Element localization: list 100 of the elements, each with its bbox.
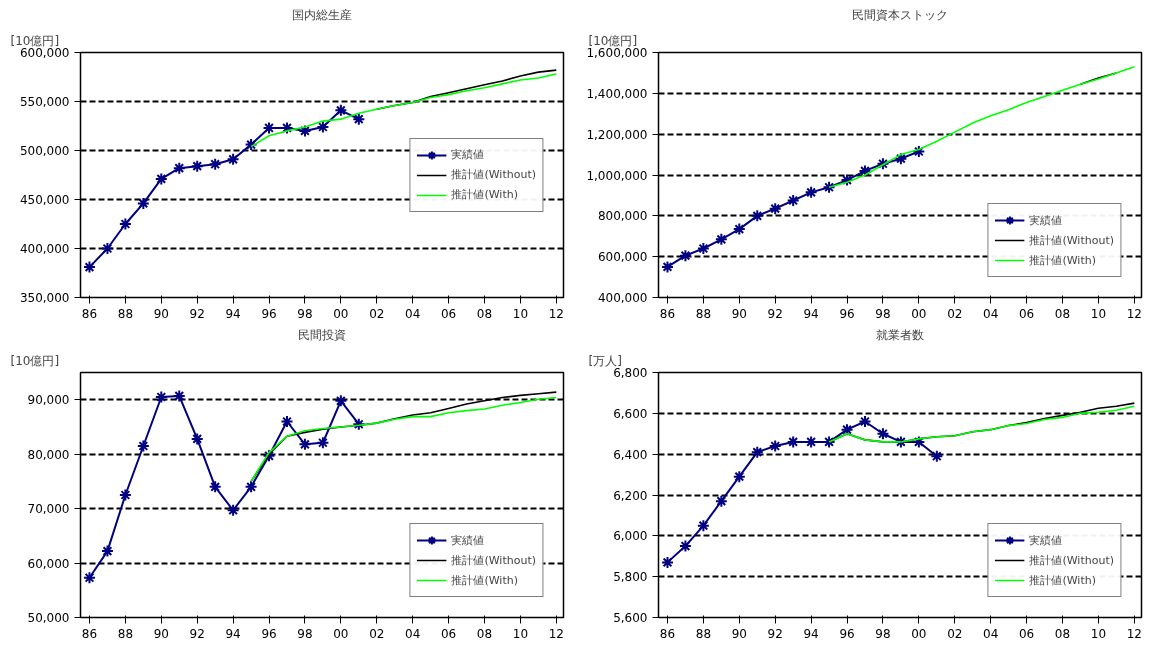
legend-label: 実績値 [1029,532,1063,548]
y-tick-label: 50,000 [27,611,70,625]
y-tick-label: 6,800 [613,366,648,380]
x-tick-label: 88 [695,306,712,321]
y-tick-label: 1,000,000 [586,168,648,183]
x-tick-label: 00 [911,306,927,321]
x-tick-label: 08 [476,306,493,321]
y-tick-label: 800,000 [597,209,648,224]
x-tick-label: 12 [1126,306,1142,321]
y-tick-label: 600,000 [19,46,70,60]
legend-label: 推計値(Without) [1029,552,1114,568]
x-tick-label: 04 [983,626,999,641]
x-tick-label: 94 [803,306,819,321]
x-tick-label: 92 [189,306,205,321]
y-tick-label: 550,000 [19,95,70,109]
x-tick-label: 98 [875,626,891,641]
x-tick-label: 86 [659,306,676,321]
y-tick-label: 90,000 [27,393,70,408]
x-tick-label: 90 [153,306,169,321]
legend-label: 推計値(Without) [1029,232,1114,248]
y-tick-label: 6,600 [613,406,648,421]
y-tick-label: 600,000 [597,250,648,265]
legend-label: 推計値(With) [451,187,518,202]
x-tick-label: 88 [695,626,712,641]
x-tick-label: 88 [117,626,134,641]
x-tick-label: 90 [731,306,747,321]
y-tick-label: 5,600 [613,611,648,625]
legend-label: 推計値(With) [451,572,518,588]
chart-title: 民間投資 [298,327,346,342]
x-tick-label: 06 [440,306,457,321]
legend-label: 推計値(With) [1029,252,1096,268]
y-tick-label: 450,000 [19,193,70,207]
x-tick-label: 02 [947,306,963,321]
x-tick-label: 88 [117,306,134,321]
x-tick-label: 98 [297,306,313,321]
x-tick-label: 92 [189,626,205,641]
legend-label: 推計値(Without) [451,552,536,568]
x-tick-label: 00 [911,626,927,641]
y-tick-label: 400,000 [597,291,648,305]
y-tick-label: 5,800 [613,570,648,585]
y-tick-label: 6,400 [613,447,648,462]
x-tick-label: 04 [405,306,421,321]
legend-label: 推計値(Without) [451,167,536,182]
x-tick-label: 12 [548,306,564,321]
x-tick-label: 86 [81,626,98,641]
x-tick-label: 04 [405,626,421,641]
y-tick-label: 6,200 [613,488,648,503]
x-tick-label: 96 [839,306,855,321]
x-tick-label: 00 [333,306,349,321]
x-tick-label: 86 [81,306,98,321]
x-tick-label: 10 [1090,306,1107,321]
y-tick-label: 6,000 [613,529,648,544]
y-axis-title: [10億円] [10,353,60,368]
x-tick-label: 98 [297,626,313,641]
x-tick-label: 10 [1090,626,1107,641]
x-tick-label: 94 [225,306,241,321]
x-tick-label: 08 [476,626,493,641]
y-axis-title: [10億円] [10,33,60,48]
x-tick-label: 04 [983,306,999,321]
x-tick-label: 06 [440,626,457,641]
legend-label: 実績値 [451,147,485,162]
x-tick-label: 92 [767,306,783,321]
chart-title: 就業者数 [876,327,924,342]
x-tick-label: 08 [1054,306,1071,321]
x-tick-label: 90 [731,626,747,641]
legend-label: 推計値(With) [1029,572,1096,588]
legend-label: 実績値 [451,532,485,548]
x-tick-label: 06 [1018,306,1035,321]
x-tick-label: 10 [512,626,529,641]
x-tick-label: 98 [875,306,891,321]
x-tick-label: 86 [659,626,676,641]
x-tick-label: 92 [767,626,783,641]
y-tick-label: 350,000 [19,291,70,305]
legend-label: 実績値 [1029,212,1063,228]
x-tick-label: 02 [369,306,385,321]
x-tick-label: 96 [261,306,277,321]
y-tick-label: 80,000 [27,447,70,462]
x-tick-label: 12 [548,626,564,641]
y-tick-label: 500,000 [19,144,70,158]
chart-title: 国内総生産 [292,7,352,22]
x-tick-label: 96 [839,626,855,641]
y-tick-label: 1,400,000 [586,86,648,101]
x-tick-label: 08 [1054,626,1071,641]
y-axis-title: [10億円] [588,33,638,48]
x-tick-label: 90 [153,626,169,641]
x-tick-label: 10 [512,306,529,321]
x-tick-label: 96 [261,626,277,641]
x-tick-label: 94 [803,626,819,641]
y-tick-label: 1,200,000 [586,127,648,142]
chart-title: 民間資本ストック [852,7,948,22]
x-tick-label: 02 [947,626,963,641]
x-tick-label: 00 [333,626,349,641]
y-tick-label: 70,000 [27,502,70,517]
y-tick-label: 60,000 [27,556,70,571]
x-tick-label: 02 [369,626,385,641]
y-axis-title: [万人] [588,353,622,368]
x-tick-label: 94 [225,626,241,641]
y-tick-label: 400,000 [19,242,70,256]
x-tick-label: 12 [1126,626,1142,641]
y-tick-label: 1,600,000 [586,46,648,60]
